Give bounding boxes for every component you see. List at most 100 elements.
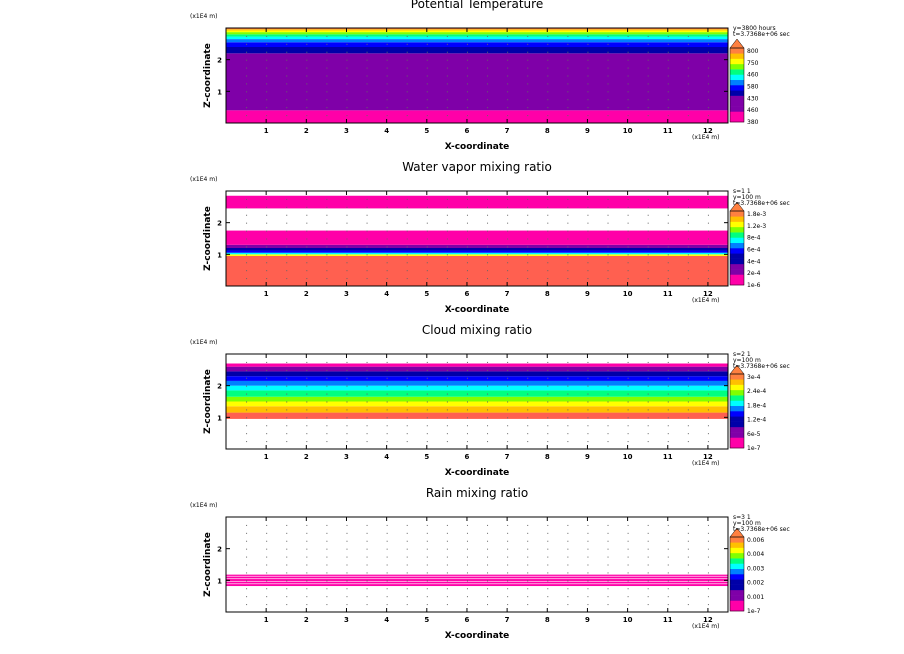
grid-dot xyxy=(567,99,569,101)
grid-dot xyxy=(426,409,428,411)
grid-dot xyxy=(306,385,308,387)
grid-dot xyxy=(406,532,408,534)
grid-dot xyxy=(266,409,268,411)
grid-dot xyxy=(567,67,569,69)
colorbar-cell xyxy=(730,568,744,575)
grid-dot xyxy=(547,99,549,101)
grid-dot xyxy=(707,556,709,558)
grid-dot xyxy=(707,409,709,411)
grid-dot xyxy=(487,59,489,61)
grid-dot xyxy=(466,604,468,606)
grid-dot xyxy=(507,206,509,208)
grid-dot xyxy=(426,206,428,208)
grid-dot xyxy=(326,262,328,264)
grid-dot xyxy=(406,524,408,526)
colorbar-cell xyxy=(730,542,744,548)
grid-dot xyxy=(306,238,308,240)
grid-dot xyxy=(366,107,368,109)
grid-dot xyxy=(466,409,468,411)
grid-dot xyxy=(567,270,569,272)
grid-dot xyxy=(266,222,268,224)
colorbar-label: 6e-5 xyxy=(747,431,761,438)
grid-dot xyxy=(707,564,709,566)
grid-dot xyxy=(386,270,388,272)
grid-dot xyxy=(507,556,509,558)
grid-dot xyxy=(667,222,669,224)
grid-dot xyxy=(667,230,669,232)
grid-dot xyxy=(386,35,388,37)
grid-dot xyxy=(446,107,448,109)
grid-dot xyxy=(507,580,509,582)
x-tick-label: 2 xyxy=(304,453,309,461)
grid-dot xyxy=(366,580,368,582)
grid-dot xyxy=(567,524,569,526)
grid-dot xyxy=(587,198,589,200)
grid-dot xyxy=(647,43,649,45)
grid-dot xyxy=(607,278,609,280)
grid-dot xyxy=(647,214,649,216)
grid-dot xyxy=(607,214,609,216)
grid-dot xyxy=(466,556,468,558)
grid-dot xyxy=(707,91,709,93)
grid-dot xyxy=(406,425,408,427)
x-tick-label: 8 xyxy=(545,127,550,135)
grid-dot xyxy=(286,99,288,101)
grid-dot xyxy=(346,35,348,37)
grid-dot xyxy=(527,524,529,526)
grid-dot xyxy=(466,91,468,93)
grid-dot xyxy=(346,588,348,590)
grid-dot xyxy=(507,441,509,443)
grid-dot xyxy=(306,59,308,61)
grid-dot xyxy=(286,222,288,224)
grid-dot xyxy=(286,254,288,256)
grid-dot xyxy=(687,238,689,240)
grid-dot xyxy=(346,278,348,280)
grid-dot xyxy=(507,238,509,240)
grid-dot xyxy=(266,540,268,542)
colorbar-cell xyxy=(730,558,744,564)
grid-dot xyxy=(446,385,448,387)
grid-dot xyxy=(466,441,468,443)
grid-dot xyxy=(466,572,468,574)
grid-dot xyxy=(386,51,388,53)
grid-dot xyxy=(266,441,268,443)
grid-dot xyxy=(466,206,468,208)
grid-dot xyxy=(667,433,669,435)
colorbar-label: 1e-6 xyxy=(747,282,761,289)
grid-dot xyxy=(286,604,288,606)
colorbar-label: 0.004 xyxy=(747,551,764,558)
grid-dot xyxy=(627,262,629,264)
band-5 xyxy=(226,39,728,43)
grid-dot xyxy=(466,270,468,272)
grid-dot xyxy=(667,198,669,200)
colorbar-cell xyxy=(730,242,744,249)
grid-dot xyxy=(406,441,408,443)
grid-dot xyxy=(446,393,448,395)
grid-dot xyxy=(326,83,328,85)
grid-dot xyxy=(547,596,549,598)
grid-dot xyxy=(647,548,649,550)
grid-dot xyxy=(386,43,388,45)
grid-dot xyxy=(607,270,609,272)
grid-dot xyxy=(426,270,428,272)
grid-dot xyxy=(547,43,549,45)
grid-dot xyxy=(406,377,408,379)
panel-3 xyxy=(225,353,745,450)
grid-dot xyxy=(286,596,288,598)
grid-dot xyxy=(346,99,348,101)
grid-dot xyxy=(567,107,569,109)
grid-dot xyxy=(446,409,448,411)
grid-dot xyxy=(246,401,248,403)
grid-dot xyxy=(466,59,468,61)
grid-dot xyxy=(667,107,669,109)
grid-dot xyxy=(487,556,489,558)
grid-dot xyxy=(567,596,569,598)
grid-dot xyxy=(627,67,629,69)
grid-dot xyxy=(346,238,348,240)
grid-dot xyxy=(326,91,328,93)
grid-dot xyxy=(627,556,629,558)
grid-dot xyxy=(607,441,609,443)
grid-dot xyxy=(266,35,268,37)
grid-dot xyxy=(687,99,689,101)
grid-dot xyxy=(587,115,589,117)
